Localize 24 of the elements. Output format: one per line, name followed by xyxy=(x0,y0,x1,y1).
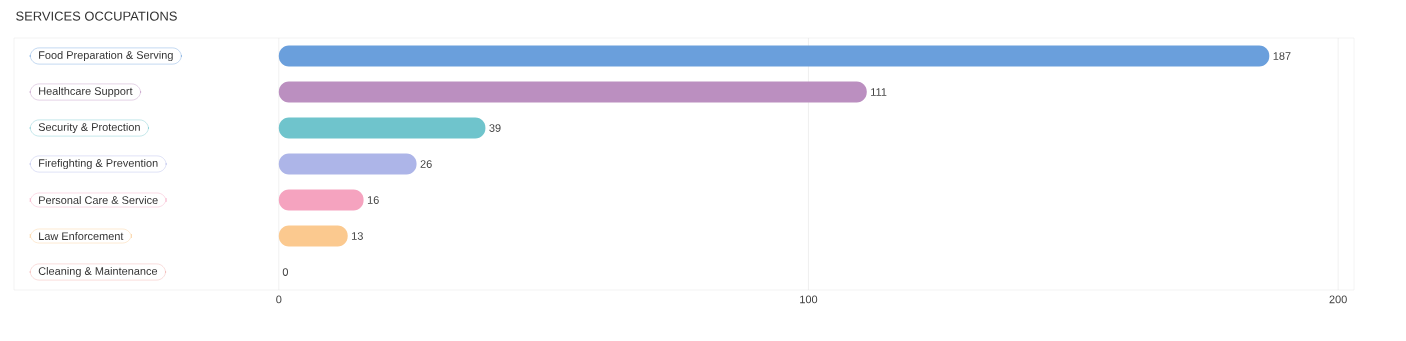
y-tick-label: Personal Care & Service xyxy=(39,195,158,205)
bar xyxy=(278,189,364,211)
bar xyxy=(278,81,867,103)
chart-title: SERVICES OCCUPATIONS xyxy=(16,11,177,21)
x-tick-label: 100 xyxy=(800,295,818,304)
x-tick-label: 0 xyxy=(276,295,282,304)
bar xyxy=(278,117,486,139)
bar xyxy=(278,153,417,175)
data-label: 187 xyxy=(1273,52,1291,60)
data-label: 13 xyxy=(352,232,363,240)
data-label: 16 xyxy=(367,196,379,204)
y-tick-label: Food Preparation & Serving xyxy=(39,50,173,62)
x-tick-label: 200 xyxy=(1329,295,1347,304)
data-label: 39 xyxy=(489,124,501,132)
y-tick-label: Cleaning & Maintenance xyxy=(38,266,158,278)
data-label: 111 xyxy=(871,88,887,96)
y-tick-label: Law Enforcement xyxy=(39,231,124,241)
data-label: 0 xyxy=(282,268,288,276)
bar xyxy=(278,225,348,247)
y-tick-label: Security & Protection xyxy=(38,122,140,134)
bar xyxy=(278,45,1270,67)
y-tick-label: Firefighting & Prevention xyxy=(39,158,158,170)
data-label: 26 xyxy=(420,160,432,168)
y-tick-label: Healthcare Support xyxy=(39,86,133,98)
